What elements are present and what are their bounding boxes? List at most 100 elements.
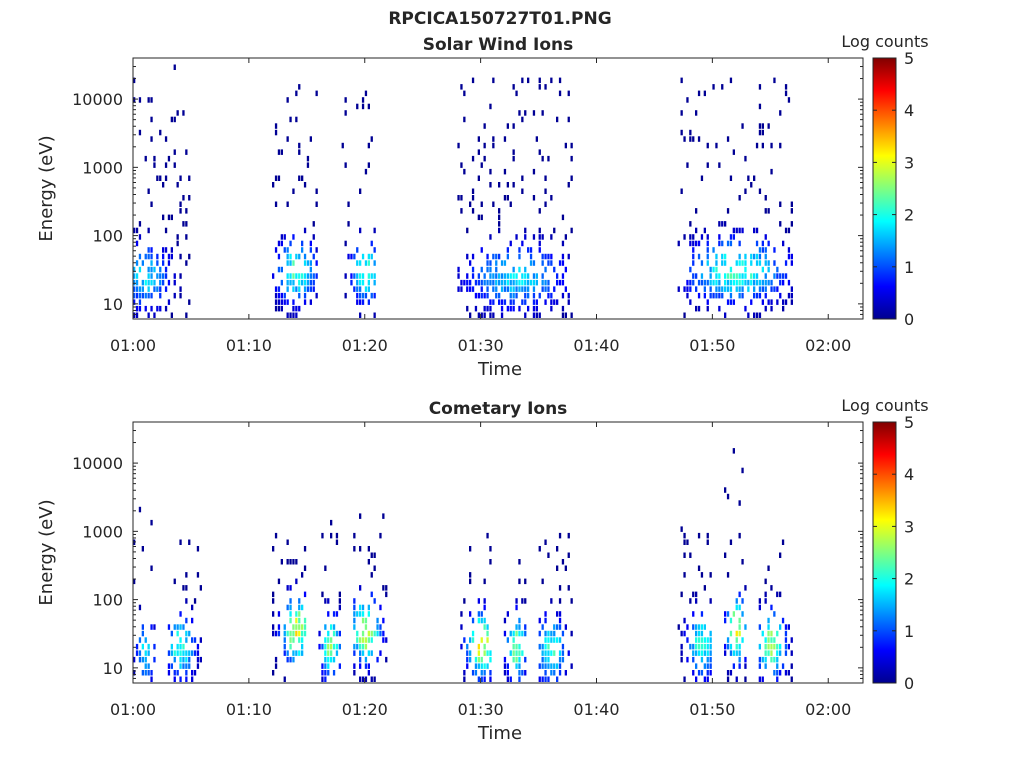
heatmap-cell bbox=[469, 286, 472, 292]
heatmap-cell bbox=[356, 299, 359, 305]
heatmap-cell bbox=[503, 663, 507, 669]
heatmap-cell bbox=[179, 643, 182, 650]
heatmap-cell bbox=[773, 247, 776, 253]
heatmap-cell bbox=[738, 292, 741, 299]
heatmap-cell bbox=[350, 253, 353, 260]
heatmap-cell bbox=[321, 670, 324, 676]
heatmap-cell bbox=[167, 155, 171, 162]
heatmap-cell bbox=[483, 312, 486, 318]
heatmap-cell bbox=[359, 227, 362, 234]
heatmap-cell bbox=[692, 240, 695, 247]
heatmap-cell bbox=[292, 260, 295, 266]
heatmap-cell bbox=[767, 266, 770, 273]
heatmap-cell bbox=[301, 604, 304, 611]
heatmap-cell bbox=[784, 630, 788, 637]
heatmap-cell bbox=[480, 201, 483, 207]
heatmap-cell bbox=[726, 299, 730, 305]
heatmap-cell bbox=[474, 305, 478, 312]
heatmap-cell bbox=[567, 650, 570, 656]
heatmap-cell bbox=[159, 305, 162, 312]
heatmap-cell bbox=[512, 305, 515, 312]
heatmap-cell bbox=[779, 142, 782, 149]
heatmap-cell bbox=[289, 630, 292, 637]
heatmap-cell bbox=[550, 195, 553, 201]
heatmap-cell bbox=[173, 578, 176, 585]
heatmap-cell bbox=[173, 670, 176, 676]
heatmap-cell bbox=[367, 162, 370, 168]
heatmap-cell bbox=[492, 312, 495, 318]
heatmap-cell bbox=[359, 279, 362, 286]
heatmap-cell bbox=[147, 279, 150, 286]
heatmap-cell bbox=[367, 260, 370, 266]
heatmap-cell bbox=[385, 656, 388, 663]
heatmap-cell bbox=[729, 643, 733, 650]
heatmap-cell bbox=[732, 650, 735, 656]
heatmap-cell bbox=[330, 624, 333, 630]
heatmap-cell bbox=[729, 630, 733, 637]
heatmap-cell bbox=[338, 591, 341, 598]
heatmap-cell bbox=[335, 539, 339, 545]
heatmap-cell bbox=[274, 630, 278, 637]
heatmap-cell bbox=[466, 305, 469, 312]
heatmap-cell bbox=[683, 539, 686, 545]
heatmap-cell bbox=[753, 292, 756, 299]
heatmap-cell bbox=[147, 292, 150, 299]
heatmap-cell bbox=[303, 624, 307, 630]
heatmap-cell bbox=[303, 253, 307, 260]
heatmap-cell bbox=[477, 650, 480, 656]
heatmap-cell bbox=[532, 273, 536, 279]
heatmap-cell bbox=[547, 260, 550, 266]
heatmap-cell bbox=[553, 299, 556, 305]
heatmap-cell bbox=[199, 656, 202, 663]
heatmap-cell bbox=[790, 676, 793, 682]
heatmap-cell bbox=[277, 240, 281, 247]
heatmap-cell bbox=[361, 279, 365, 286]
heatmap-cell bbox=[162, 279, 165, 286]
heatmap-cell bbox=[547, 656, 550, 663]
heatmap-cell bbox=[706, 234, 709, 240]
heatmap-cell bbox=[150, 292, 153, 299]
heatmap-cell bbox=[298, 142, 301, 149]
heatmap-cell bbox=[512, 279, 515, 286]
heatmap-cell bbox=[724, 611, 727, 617]
heatmap-cell bbox=[367, 663, 370, 669]
x-tick-label: 01:40 bbox=[573, 336, 619, 355]
heatmap-cell bbox=[167, 260, 171, 266]
heatmap-cell bbox=[162, 260, 165, 266]
heatmap-cell bbox=[692, 611, 695, 617]
heatmap-cell bbox=[556, 611, 559, 617]
heatmap-cell bbox=[758, 676, 761, 682]
heatmap-cell bbox=[306, 155, 310, 162]
heatmap-cell bbox=[370, 273, 373, 279]
heatmap-cell bbox=[506, 247, 509, 253]
heatmap-cell bbox=[744, 273, 747, 279]
heatmap-cell bbox=[755, 273, 759, 279]
heatmap-cell bbox=[289, 312, 292, 318]
heatmap-cell bbox=[767, 650, 770, 656]
heatmap-cell bbox=[191, 676, 194, 682]
heatmap-cell bbox=[167, 663, 171, 669]
heatmap-cell bbox=[535, 136, 538, 142]
heatmap-cell bbox=[782, 299, 785, 305]
heatmap-cell bbox=[135, 227, 139, 234]
heatmap-cell bbox=[726, 240, 730, 247]
heatmap-cell bbox=[477, 643, 480, 650]
heatmap-cell bbox=[298, 292, 301, 299]
heatmap-cell bbox=[550, 253, 553, 260]
heatmap-cell bbox=[721, 84, 724, 90]
heatmap-cell bbox=[779, 201, 782, 207]
heatmap-cell bbox=[764, 208, 767, 214]
heatmap-cell bbox=[176, 110, 179, 116]
heatmap-cell bbox=[553, 663, 556, 669]
heatmap-cell bbox=[332, 630, 336, 637]
heatmap-cell bbox=[474, 279, 478, 286]
heatmap-cell bbox=[764, 234, 767, 240]
heatmap-cell bbox=[776, 299, 779, 305]
heatmap-cell bbox=[361, 253, 365, 260]
heatmap-cell bbox=[553, 670, 556, 676]
heatmap-cell bbox=[524, 624, 527, 630]
heatmap-cell bbox=[277, 253, 281, 260]
heatmap-cell bbox=[272, 546, 275, 552]
heatmap-cell bbox=[767, 630, 770, 637]
heatmap-cell bbox=[295, 305, 298, 312]
